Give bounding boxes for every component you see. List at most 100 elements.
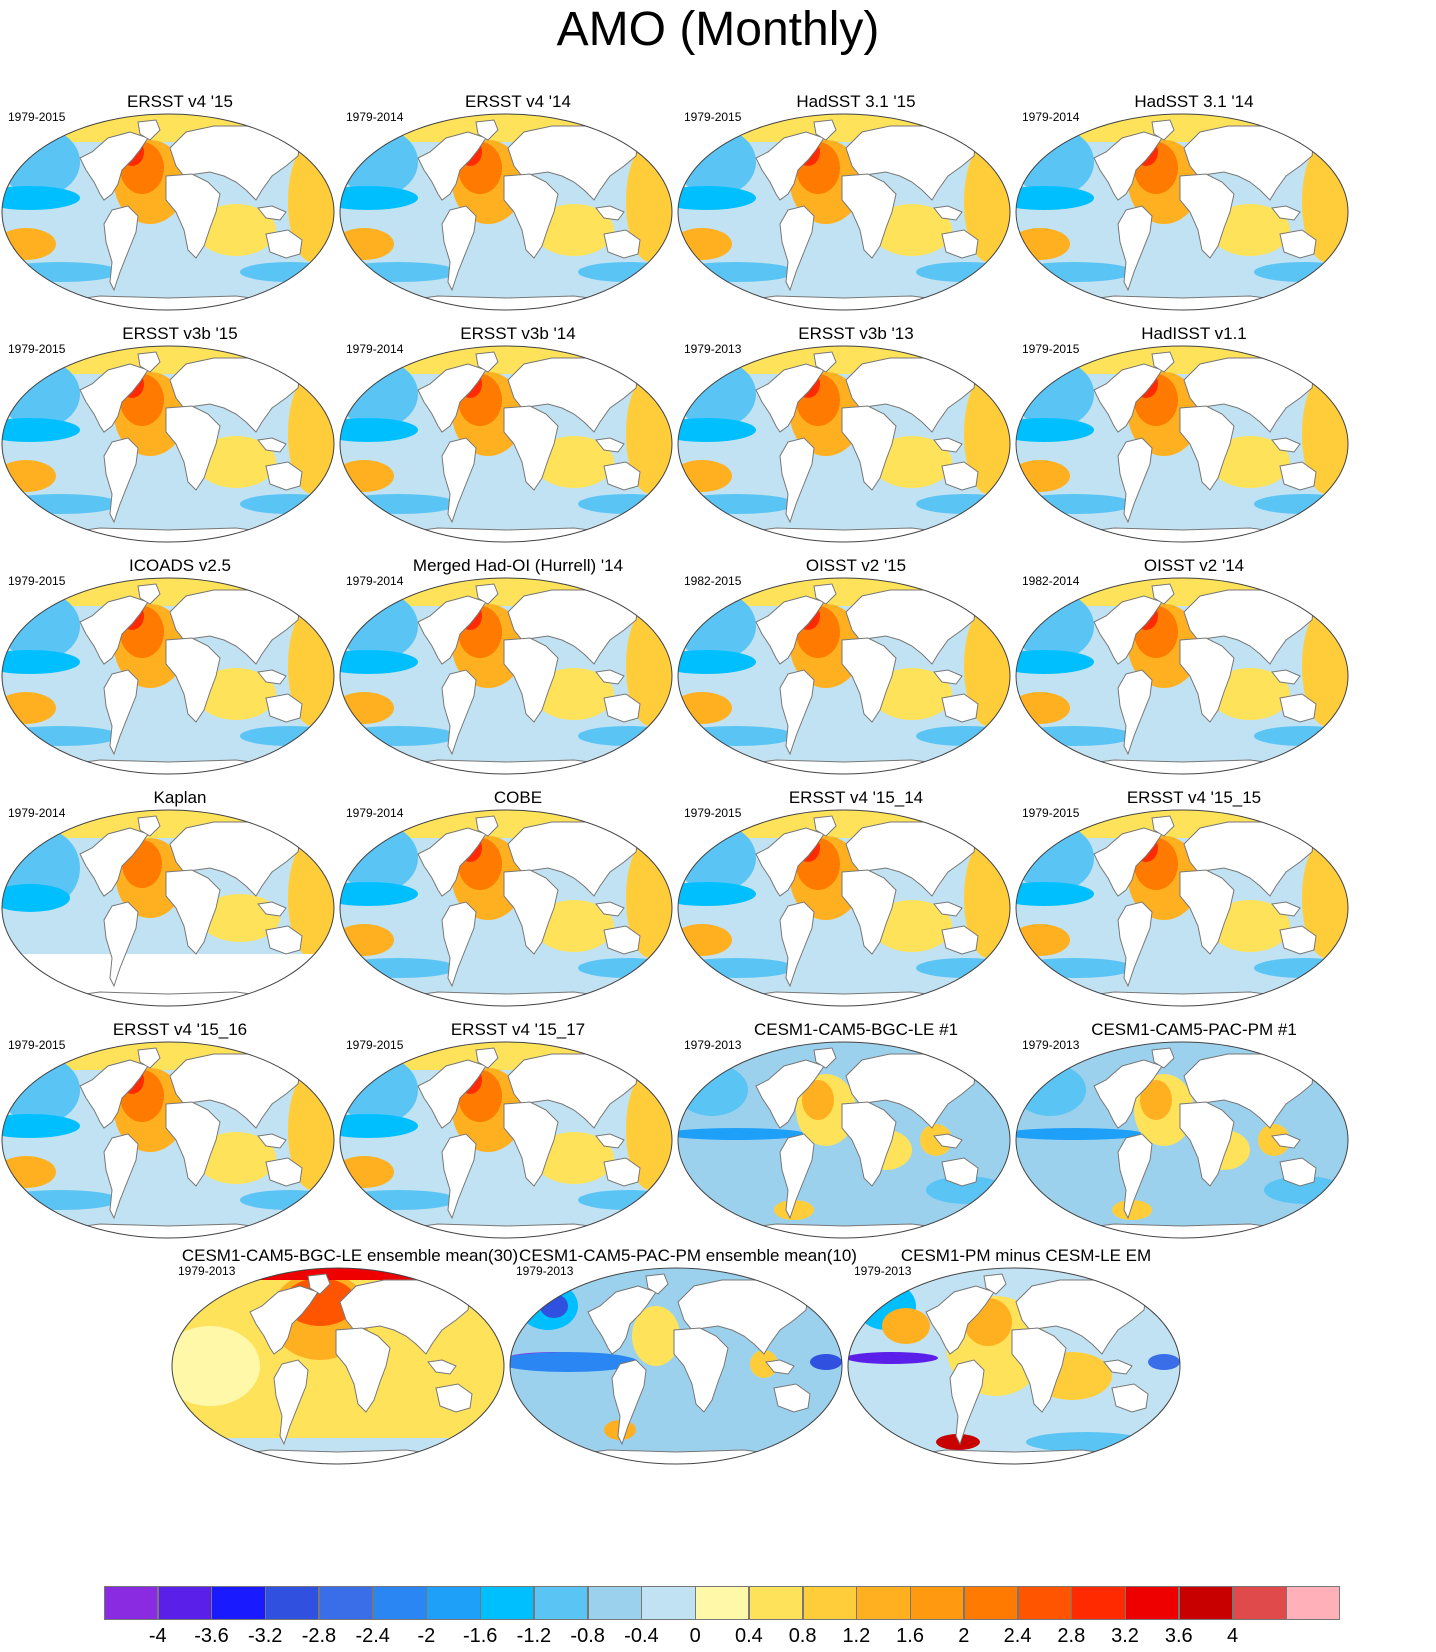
landmass-africa [165,173,221,259]
sst-anomaly-region [678,958,796,978]
map-panel: ERSST v4 '15 1979-2015 [0,92,360,322]
panel-period: 1979-2013 [516,1264,574,1278]
sst-anomaly-region [916,262,1010,282]
sst-anomaly-region [2,810,334,838]
sst-anomaly-region [1210,204,1290,256]
sst-anomaly-region [2,262,120,282]
map-panel: CESM1-CAM5-PAC-PM #1 1979-2013 [1014,1020,1374,1250]
colorbar-bin [963,1586,1019,1620]
panel-title: HadSST 3.1 '14 [1134,92,1254,111]
sst-anomaly-region [340,810,672,838]
sst-anomaly-region [632,1306,680,1366]
landmass-australia [603,461,641,491]
map-outline [339,345,673,543]
sst-anomaly-region [872,668,952,720]
landmass-namerica [249,1285,319,1355]
world-map [339,113,673,311]
panel-period: 1979-2015 [684,110,742,124]
landmass-australia [941,1157,979,1187]
panel-period: 1979-2015 [8,110,66,124]
world-map [677,113,1011,311]
colorbar-bin [856,1586,911,1620]
sst-anomaly-region [534,204,614,256]
landmass-australia [265,229,303,259]
panel-period: 1979-2015 [1022,806,1080,820]
landmass-australia [265,693,303,723]
panel-title: ERSST v4 '15_16 [112,1020,248,1039]
sst-anomaly-region [240,726,334,746]
world-map [171,1267,505,1465]
landmass-africa [673,1327,729,1413]
landmass-namerica [417,827,487,897]
panel-period: 1982-2015 [684,574,742,588]
colorbar-tick-label: 0.4 [734,1625,763,1647]
panel-title: ICOADS v2.5 [128,556,232,575]
landmass-australia [1111,1383,1149,1413]
sst-anomaly-region [2,884,70,912]
panel-title: ERSST v4 '15 [127,92,233,111]
world-map [1015,113,1349,311]
world-map [1015,345,1349,543]
sst-anomaly-region [1016,958,1134,978]
sst-anomaly-region [1016,592,1094,660]
sst-anomaly-region [2,1190,120,1210]
map-panel: ERSST v3b '15 1979-2015 [0,324,360,554]
landmass-greenland [137,583,161,605]
landmass-seasia [595,205,625,221]
map-panel: ERSST v4 '14 1979-2014 [338,92,698,322]
landmass-namerica [417,595,487,665]
panel-period: 1979-2014 [346,806,404,820]
sst-anomaly-region [1210,668,1290,720]
sst-anomaly-region [2,114,334,142]
landmass-seasia [933,901,963,917]
colorbar-tick-label: -1.6 [462,1625,498,1647]
landmass-africa [1179,869,1235,955]
landmass-australia [603,925,641,955]
sst-anomaly-region [678,824,756,892]
sst-anomaly-region [196,1132,276,1184]
sst-anomaly-region [872,436,952,488]
landmass-greenland [137,815,161,837]
landmass-samerica [779,901,815,988]
map-panel: HadISST v1.1 1979-2015 [1014,324,1374,554]
panel-period: 1979-2015 [8,1038,66,1052]
landmass-seasia [1271,205,1301,221]
landmass-greenland [983,1273,1007,1295]
colorbar-tick-label: 4 [1226,1625,1239,1647]
world-map [677,1041,1011,1239]
sst-anomaly-region [340,262,458,282]
landmass-samerica [611,1359,647,1446]
map-outline [677,1041,1011,1239]
sst-anomaly-region [678,114,1010,142]
sst-anomaly-region [1016,114,1348,142]
panel-period: 1979-2015 [346,1038,404,1052]
colorbar-bin [372,1586,427,1620]
map-panel: CESM1-CAM5-PAC-PM ensemble mean(10) 1979-… [508,1246,868,1476]
landmass-samerica [103,901,139,988]
colorbar-bin [748,1586,804,1620]
sst-anomaly-region [1148,1354,1180,1370]
landmass-samerica [103,437,139,524]
colorbar-tick-label: -0.4 [624,1625,659,1647]
landmass-seasia [595,669,625,685]
colorbar [104,1586,1341,1620]
landmass-africa [1179,173,1235,259]
landmass-africa [503,1101,559,1187]
sst-anomaly-region [2,346,334,374]
landmass-namerica [79,131,149,201]
sst-anomaly-region [1254,494,1348,514]
colorbar-tick-label: 1.6 [896,1625,924,1647]
map-outline [847,1267,1181,1465]
sst-anomaly-region [340,592,418,660]
landmass-greenland [813,351,837,373]
landmass-seasia [933,669,963,685]
map-outline [1,1041,335,1239]
colorbar-tick-label: -4 [148,1625,167,1647]
landmass-samerica [441,205,477,292]
landmass-africa [841,173,897,259]
landmass-namerica [755,131,825,201]
landmass-africa [503,869,559,955]
landmass-africa [165,1101,221,1187]
landmass-greenland [307,1273,331,1295]
colorbar-bin [1232,1586,1287,1620]
